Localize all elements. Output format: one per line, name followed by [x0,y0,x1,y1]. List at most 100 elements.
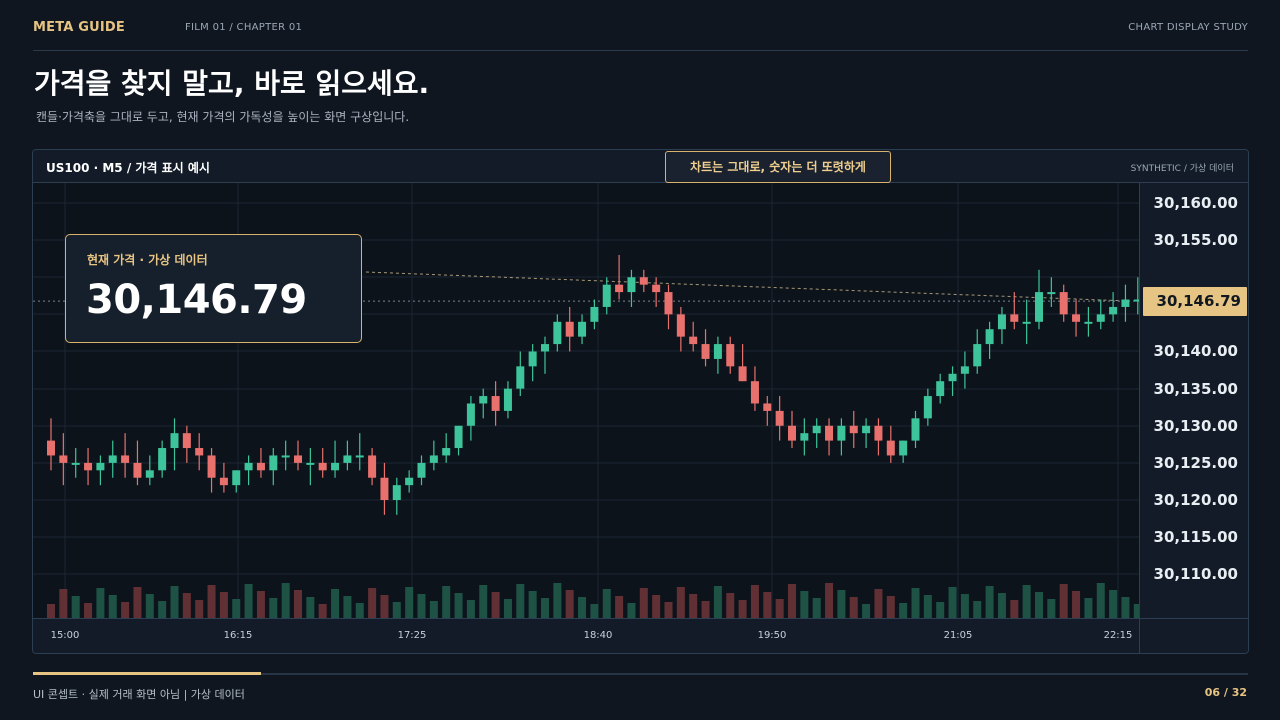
volume-bar [503,599,512,618]
volume-bar [232,599,241,618]
candle-body [652,284,661,293]
last-price-tag: 30,146.79 [1143,287,1247,316]
time-tick: 16:15 [223,630,253,641]
volume-bar [121,602,130,618]
brand-logo[interactable]: META GUIDE [33,20,125,35]
current-price-value: 30,146.79 [86,277,307,323]
candle-body [763,403,772,411]
time-tick: 15:00 [50,630,80,641]
page-counter: 06 / 32 [1204,686,1247,699]
volume-bar [639,588,648,618]
current-price-label: 현재 가격 · 가상 데이터 [87,253,208,267]
price-tick: 30,120.00 [1153,491,1238,509]
candle-body [195,448,204,456]
chart-plot-area[interactable]: 현재 가격 · 가상 데이터 30,146.79 [33,183,1167,618]
volume-bar [812,598,821,618]
volume-bar [84,603,93,618]
volume-bar [960,594,969,618]
volume-bar [516,584,525,618]
data-source-label: SYNTHETIC / 가상 데이터 [1130,164,1234,174]
candle-body [121,455,130,463]
candle-body [837,425,846,441]
volume-bar [541,598,549,618]
chart-panel: US100 · M5 / 가격 표시 예시 차트는 그대로, 숫자는 더 또렷하… [32,149,1249,654]
volume-bar [318,604,327,618]
candle-body [71,462,80,465]
volume-bar [108,595,117,618]
candle-body [318,462,327,471]
page-subtitle: 캔들·가격축을 그대로 두고, 현재 가격의 가독성을 높이는 화면 구상입니다… [36,110,410,124]
volume-bar [405,587,414,618]
candle-body [750,381,759,404]
volume-bar [689,594,698,618]
volume-bar [47,604,55,618]
candle-body [355,455,364,458]
volume-bar [911,588,920,618]
volume-bar [590,604,599,618]
candle-body [503,388,512,411]
volume-bar [207,585,216,618]
candle-body [182,433,191,449]
volume-bar [899,603,908,618]
volume-bar [331,589,340,618]
candle-body [158,448,167,471]
candle-body [997,314,1006,330]
time-tick: 19:50 [757,630,787,641]
volume-bar [417,594,426,618]
volume-bar [294,590,302,618]
volume-bar [565,590,574,618]
volume-bar [627,603,636,618]
volume-bar [800,591,809,618]
volume-bar [96,588,105,618]
volume-bar [1047,599,1056,618]
volume-bar [1072,591,1081,618]
time-axis[interactable]: 15:00 16:15 17:25 18:40 19:50 21:05 22:1… [33,618,1248,653]
volume-bar [985,586,994,618]
candle-body [923,396,932,419]
volume-bar [615,596,624,618]
price-tick: 30,125.00 [1153,454,1238,472]
volume-bar [553,583,562,618]
price-tick: 30,115.00 [1153,528,1238,546]
candle-body [948,373,957,382]
candle-body [306,462,315,465]
volume-bar [454,593,463,618]
volume-bar [1010,600,1019,618]
volume-bar [664,602,673,618]
candle-body [911,418,920,441]
volume-bar [738,600,747,618]
candle-body [294,455,302,463]
candle-body [578,321,587,337]
candle-body [1084,321,1093,324]
candle-body [343,455,352,463]
price-tick: 30,160.00 [1153,194,1238,212]
volume-bar [170,586,179,618]
volume-bar [788,584,796,618]
candle-body [368,455,377,478]
candle-body [825,425,834,441]
volume-bar [195,600,204,618]
volume-bar [256,591,265,618]
price-tick: 30,135.00 [1153,380,1238,398]
footer-divider [33,673,1248,675]
study-label: CHART DISPLAY STUDY [1128,22,1248,33]
candle-body [775,410,784,426]
candle-body [429,455,438,463]
candle-body [726,344,735,367]
volume-bar [1121,597,1130,618]
candlestick-chart[interactable] [33,183,1167,618]
candle-body [281,455,290,458]
candle-body [886,440,895,456]
price-axis[interactable]: 30,160.00 30,155.00 30,140.00 30,135.00 … [1139,183,1248,618]
candle-body [244,462,253,471]
volume-bar [466,600,475,618]
candle-body [800,433,809,441]
volume-bar [763,592,772,618]
volume-bar [528,591,537,618]
volume-bar [874,589,883,618]
volume-bar [578,597,587,618]
candle-body [417,462,426,478]
volume-bar [1133,604,1142,618]
candle-body [84,462,93,471]
volume-bar [726,593,735,618]
